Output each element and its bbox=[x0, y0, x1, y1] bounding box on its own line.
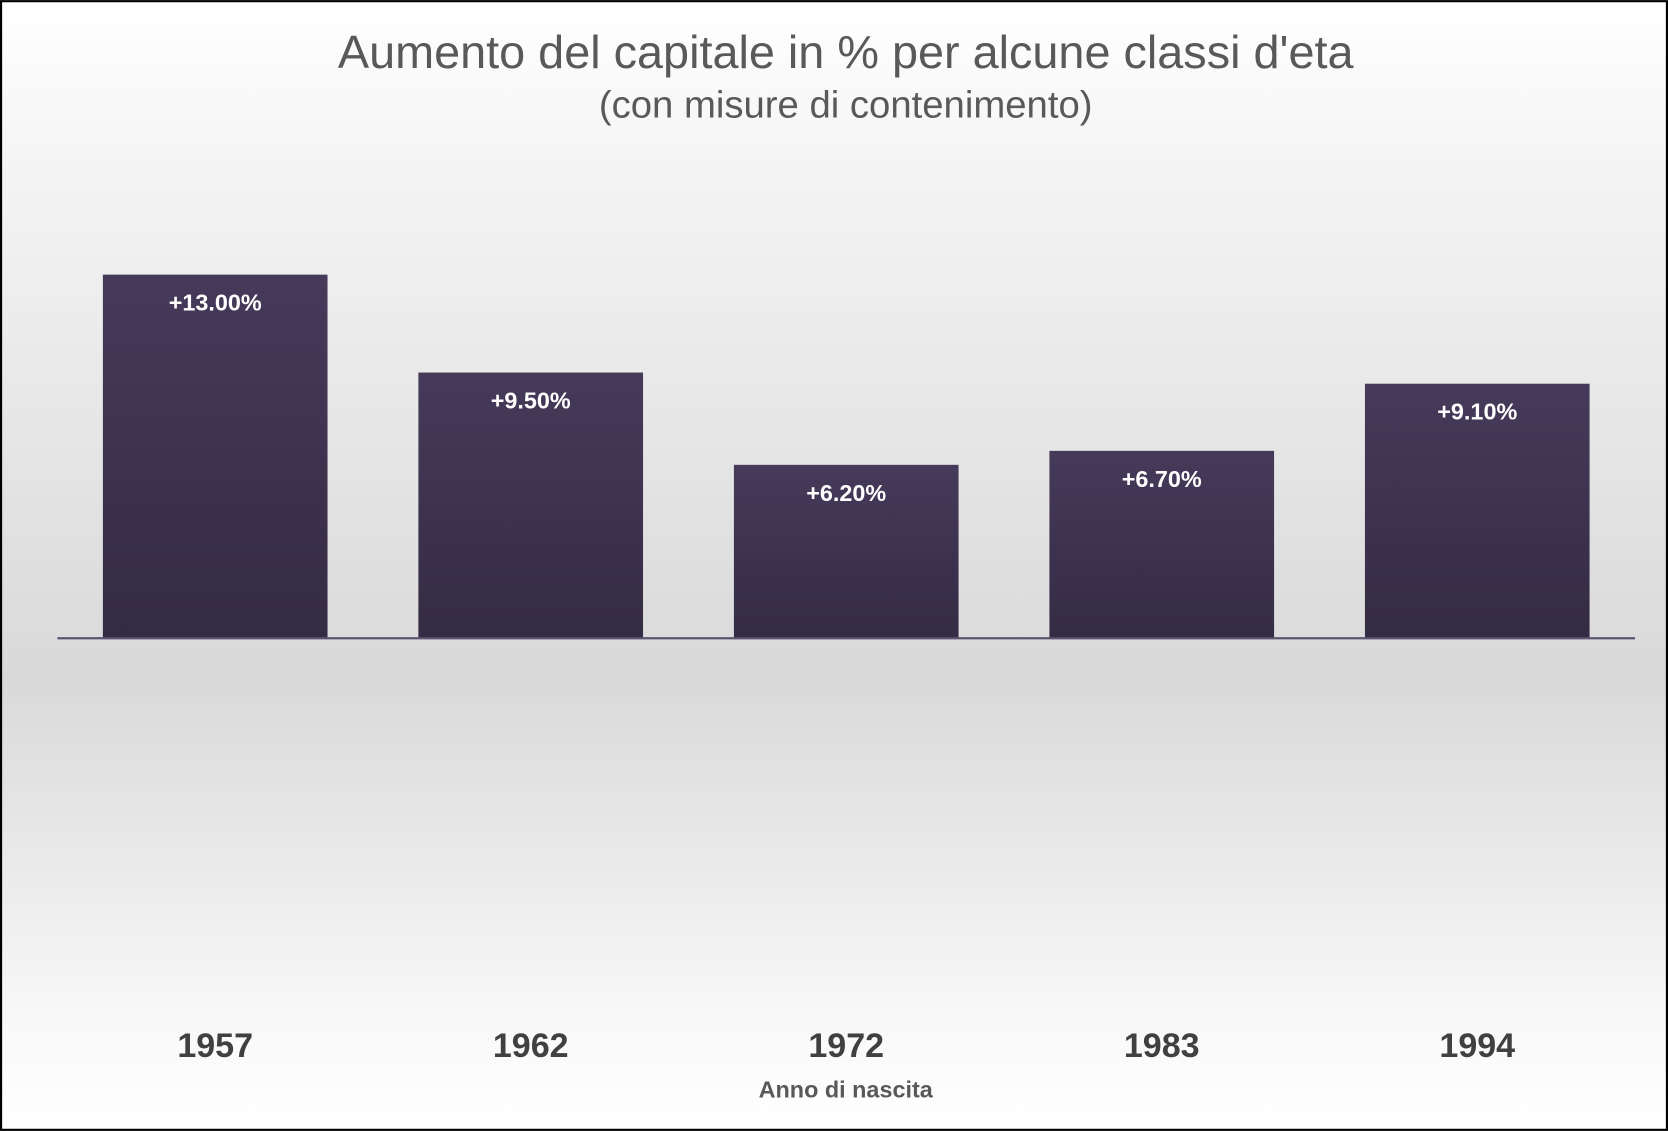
bar bbox=[1049, 450, 1275, 639]
bar bbox=[418, 372, 644, 639]
value-label: +13.00% bbox=[169, 290, 262, 316]
bar bbox=[733, 464, 959, 639]
chart-subtitle: (con misure di contenimento) bbox=[599, 84, 1093, 127]
x-tick-label: 1962 bbox=[493, 1027, 569, 1065]
chart-title: Aumento del capitale in % per alcune cla… bbox=[338, 26, 1355, 78]
value-label: +6.20% bbox=[806, 480, 886, 506]
value-label: +9.50% bbox=[491, 388, 571, 414]
bar bbox=[1364, 383, 1590, 639]
x-tick-label: 1983 bbox=[1124, 1027, 1200, 1065]
plot-area: +13.00% 1957 +9.50% 1962 +6.20% 1972 +6.70% 198… bbox=[57, 274, 1636, 1065]
x-tick-label: 1972 bbox=[808, 1027, 884, 1065]
bar bbox=[102, 274, 328, 639]
value-label: +9.10% bbox=[1437, 399, 1517, 425]
x-tick-label: 1957 bbox=[177, 1027, 253, 1065]
value-label: +6.70% bbox=[1122, 466, 1202, 492]
x-axis-label: Anno di nascita bbox=[759, 1077, 934, 1103]
x-tick-label: 1994 bbox=[1439, 1027, 1515, 1065]
